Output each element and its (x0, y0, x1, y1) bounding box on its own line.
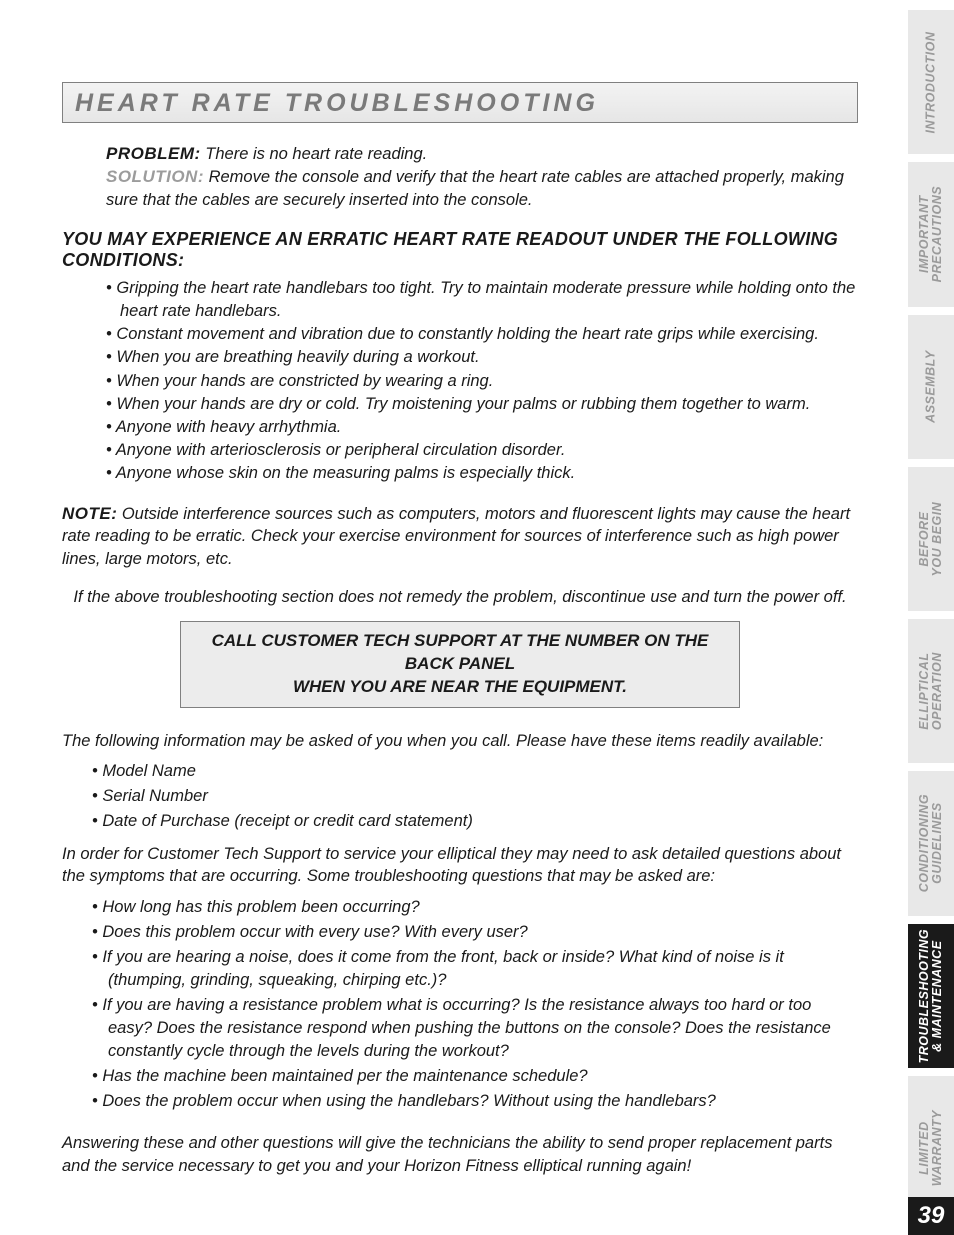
discontinue-text: If the above troubleshooting section doe… (62, 588, 858, 607)
list-item: • If you are having a resistance problem… (92, 994, 858, 1063)
tab-label: LIMITED WARRANTY (918, 1110, 944, 1186)
tab-label: IMPORTANT PRECAUTIONS (918, 186, 944, 282)
list-item: • Does this problem occur with every use… (92, 921, 858, 944)
list-item: • Anyone with heavy arrhythmia. (106, 416, 858, 439)
tab-label: CONDITIONING GUIDELINES (918, 794, 944, 892)
problem-text: There is no heart rate reading. (205, 145, 427, 163)
call-support-box: CALL CUSTOMER TECH SUPPORT AT THE NUMBER… (180, 621, 740, 708)
page-number: 39 (908, 1197, 954, 1235)
problem-line: PROBLEM: There is no heart rate reading. (106, 143, 858, 166)
list-item: • When your hands are dry or cold. Try m… (106, 393, 858, 416)
erratic-heading: YOU MAY EXPERIENCE AN ERRATIC HEART RATE… (62, 229, 858, 271)
tab-label: ELLIPTICAL OPERATION (918, 652, 944, 730)
tab-label: BEFORE YOU BEGIN (918, 502, 944, 577)
list-item: • Has the machine been maintained per th… (92, 1065, 858, 1088)
list-item: • Constant movement and vibration due to… (106, 323, 858, 346)
note-text: Outside interference sources such as com… (62, 505, 850, 568)
list-item: • Does the problem occur when using the … (92, 1090, 858, 1113)
section-title-box: HEART RATE TROUBLESHOOTING (62, 82, 858, 123)
main-content: HEART RATE TROUBLESHOOTING PROBLEM: Ther… (62, 82, 858, 1178)
solution-label: SOLUTION: (106, 167, 204, 186)
list-item: • If you are hearing a noise, does it co… (92, 946, 858, 992)
solution-text: Remove the console and verify that the h… (106, 168, 844, 209)
tab-label: TROUBLESHOOTING & MAINTENANCE (918, 928, 944, 1063)
list-item: • How long has this problem been occurri… (92, 896, 858, 919)
list-item: • Gripping the heart rate handlebars too… (106, 277, 858, 323)
manual-page: HEART RATE TROUBLESHOOTING PROBLEM: Ther… (0, 0, 954, 1235)
list-item: • Model Name (92, 760, 858, 783)
tab-label: ASSEMBLY (924, 350, 937, 423)
info-intro: The following information may be asked o… (62, 730, 858, 752)
list-item: • When your hands are constricted by wea… (106, 370, 858, 393)
tab-label: INTRODUCTION (924, 31, 937, 133)
list-item: • Date of Purchase (receipt or credit ca… (92, 810, 858, 833)
note-label: NOTE: (62, 504, 117, 523)
list-item: • Serial Number (92, 785, 858, 808)
section-tab[interactable]: ELLIPTICAL OPERATION (908, 619, 954, 763)
solution-line: SOLUTION: Remove the console and verify … (106, 166, 858, 211)
problem-label: PROBLEM: (106, 144, 201, 163)
section-tab[interactable]: CONDITIONING GUIDELINES (908, 771, 954, 915)
call-box-line1: CALL CUSTOMER TECH SUPPORT AT THE NUMBER… (195, 630, 725, 676)
closing-text: Answering these and other questions will… (62, 1132, 858, 1178)
section-tabs: INTRODUCTION IMPORTANT PRECAUTIONS ASSEMBL… (908, 10, 954, 1220)
call-box-line2: WHEN YOU ARE NEAR THE EQUIPMENT. (195, 676, 725, 699)
section-tab[interactable]: ASSEMBLY (908, 315, 954, 459)
erratic-bullet-list: • Gripping the heart rate handlebars too… (62, 277, 858, 485)
info-items-list: • Model Name• Serial Number• Date of Pur… (62, 760, 858, 833)
note-block: NOTE: Outside interference sources such … (62, 503, 858, 570)
list-item: • Anyone with arteriosclerosis or periph… (106, 439, 858, 462)
list-item: • When you are breathing heavily during … (106, 346, 858, 369)
section-tab[interactable]: IMPORTANT PRECAUTIONS (908, 162, 954, 306)
problem-solution-block: PROBLEM: There is no heart rate reading.… (62, 143, 858, 211)
service-questions-list: • How long has this problem been occurri… (62, 896, 858, 1114)
section-tab[interactable]: BEFORE YOU BEGIN (908, 467, 954, 611)
service-intro: In order for Customer Tech Support to se… (62, 843, 858, 888)
section-tab[interactable]: INTRODUCTION (908, 10, 954, 154)
list-item: • Anyone whose skin on the measuring pal… (106, 462, 858, 485)
section-tab[interactable]: TROUBLESHOOTING & MAINTENANCE (908, 924, 954, 1068)
section-title: HEART RATE TROUBLESHOOTING (75, 89, 845, 118)
